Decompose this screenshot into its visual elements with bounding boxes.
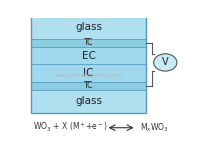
Bar <box>31 64 146 82</box>
Bar <box>31 82 146 90</box>
Text: TC: TC <box>84 81 93 90</box>
Bar <box>31 47 146 64</box>
Text: www.chinatungsten.com: www.chinatungsten.com <box>55 73 122 78</box>
Bar <box>31 16 146 39</box>
Text: EC: EC <box>82 51 95 61</box>
Text: TC: TC <box>84 38 93 47</box>
Text: glass: glass <box>75 96 102 106</box>
Text: WO$_3$ + X (M$^+$+e$^-$): WO$_3$ + X (M$^+$+e$^-$) <box>33 121 108 134</box>
Circle shape <box>154 54 177 71</box>
Bar <box>31 39 146 47</box>
Text: M$_x$WO$_3$: M$_x$WO$_3$ <box>140 122 168 134</box>
Bar <box>31 16 146 113</box>
Text: V: V <box>162 57 169 68</box>
Text: IC: IC <box>83 68 94 78</box>
Bar <box>31 90 146 113</box>
Text: glass: glass <box>75 22 102 32</box>
